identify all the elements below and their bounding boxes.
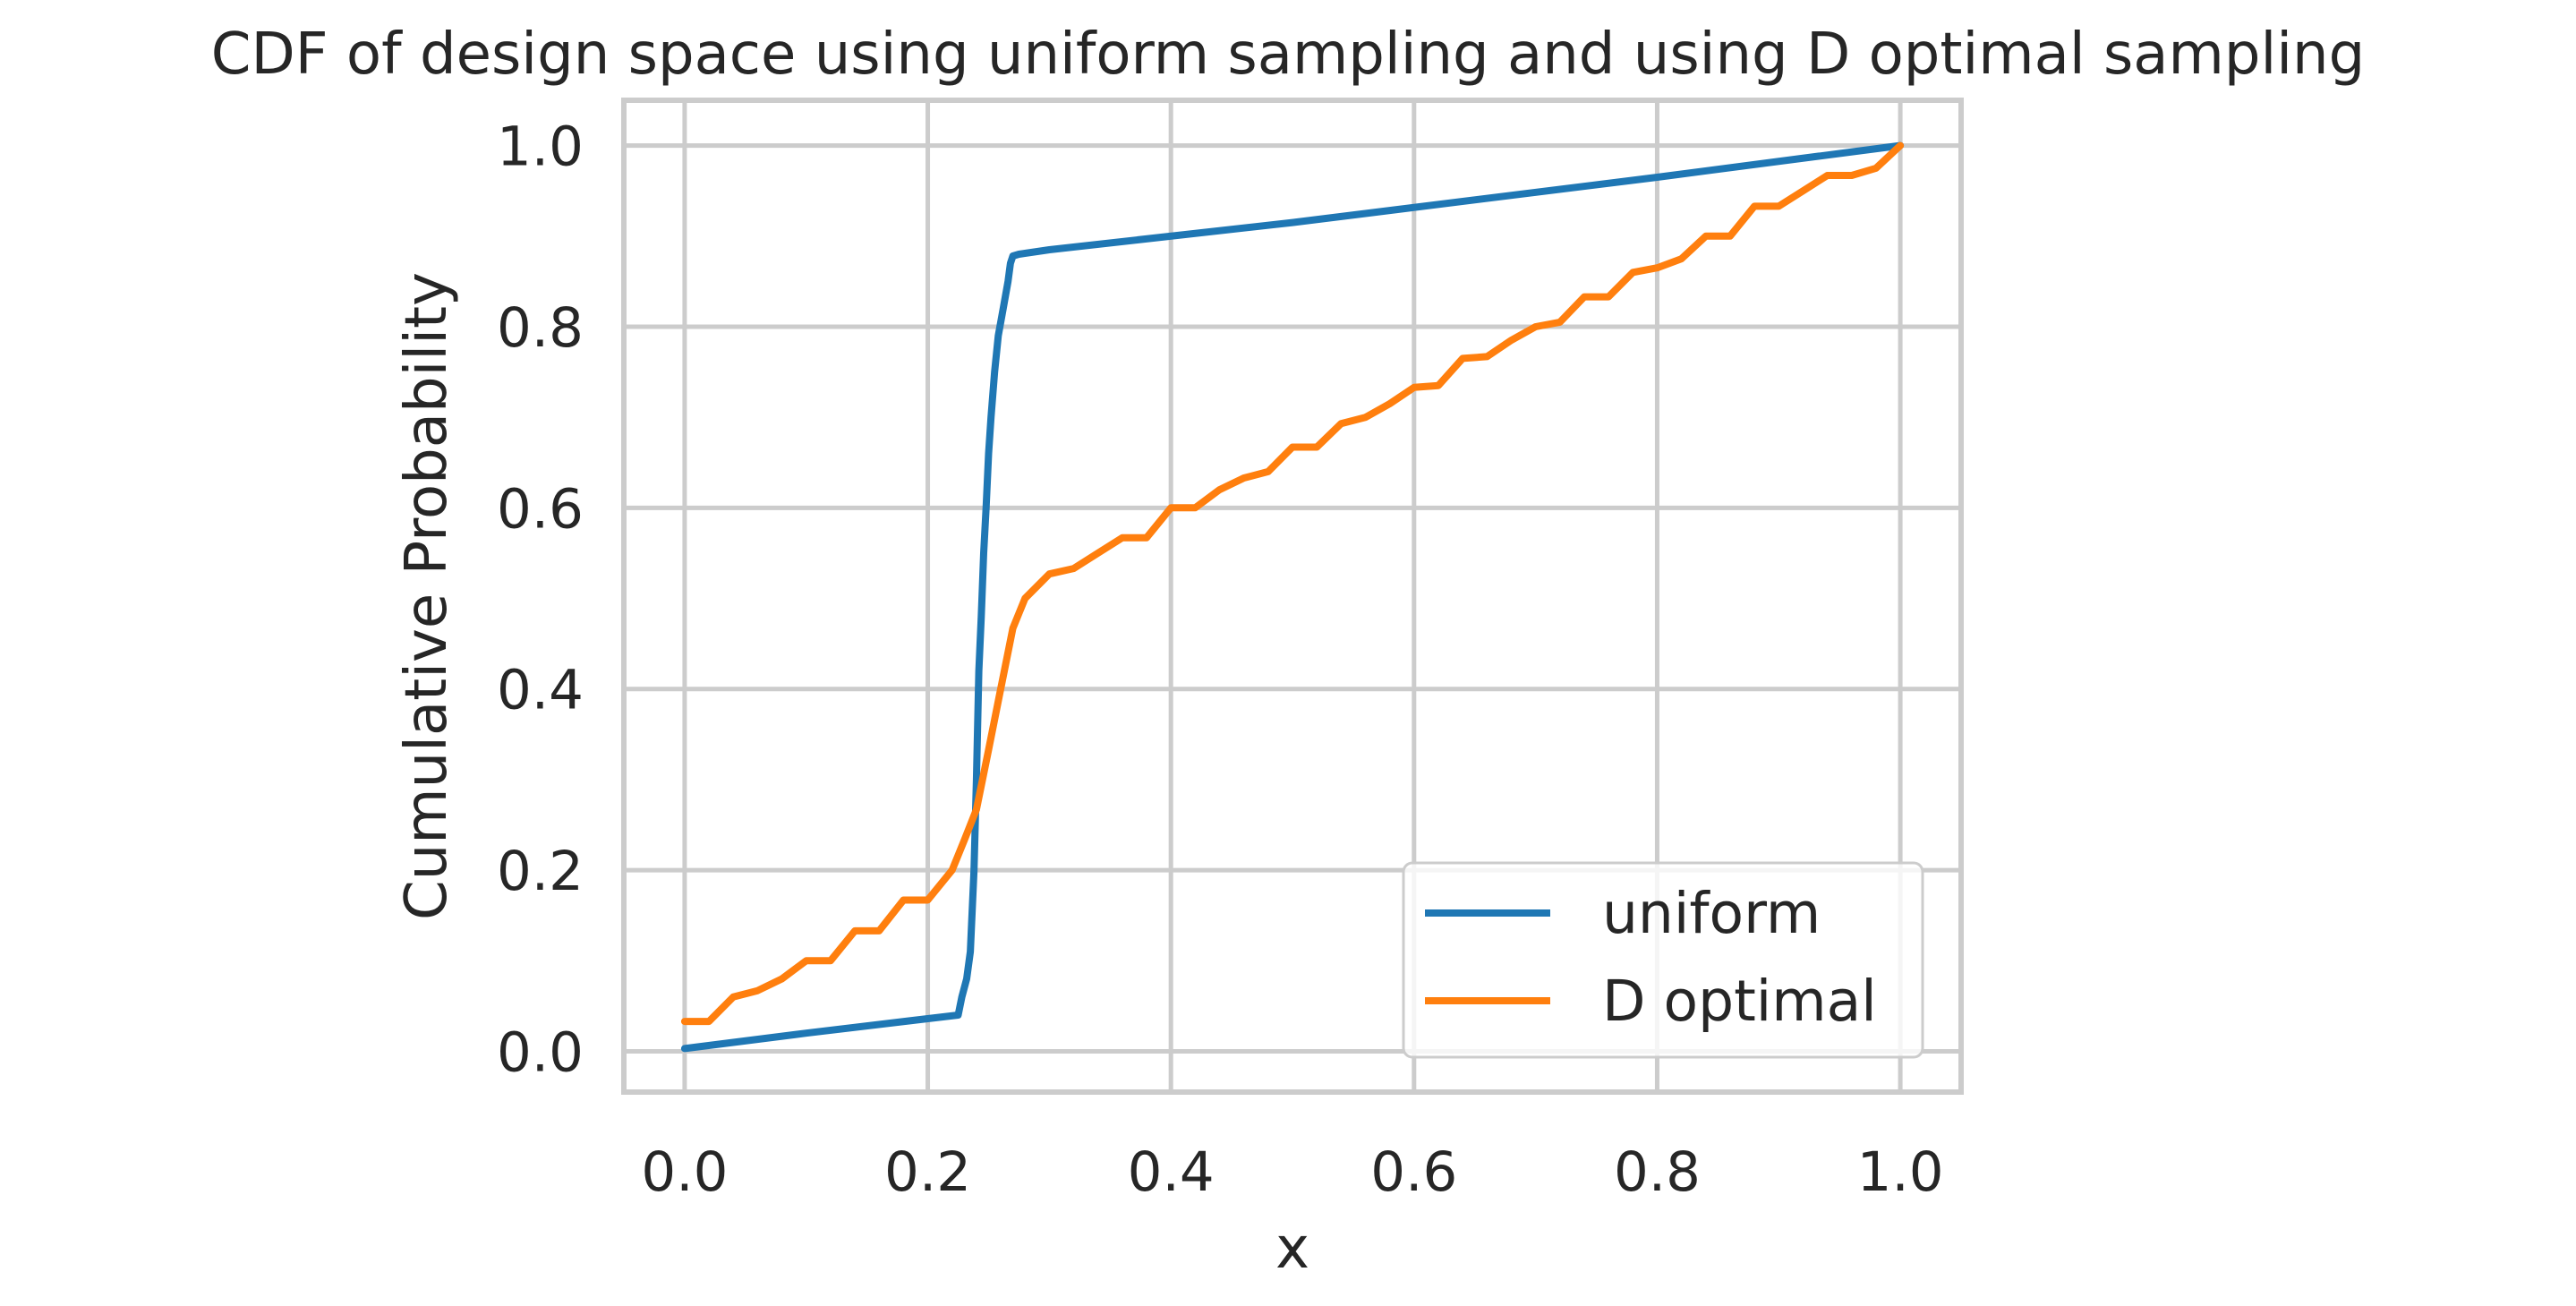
x-tick-label: 0.2 [884,1140,971,1204]
x-tick-label: 0.4 [1128,1140,1215,1204]
y-tick-label: 0.8 [497,296,584,360]
y-tick-label: 0.2 [497,840,584,903]
x-tick-label: 0.0 [641,1140,728,1204]
y-tick-label: 0.0 [497,1020,584,1084]
chart-title: CDF of design space using uniform sampli… [211,21,2365,88]
series-layer [680,141,1905,1053]
legend-label-uniform: uniform [1602,881,1821,946]
x-axis-label: x [1275,1216,1309,1282]
x-tick-label: 0.6 [1370,1140,1457,1204]
series-line-d-optimal [680,141,1905,1026]
y-tick-label: 0.6 [497,477,584,541]
x-axis-ticks: 0.0 0.2 0.4 0.6 0.8 1.0 [641,1140,1943,1204]
y-tick-label: 1.0 [497,115,584,179]
series-line-uniform [680,141,1905,1053]
y-tick-label: 0.4 [497,659,584,722]
x-tick-label: 1.0 [1857,1140,1944,1204]
x-tick-label: 0.8 [1614,1140,1701,1204]
y-axis-ticks: 0.0 0.2 0.4 0.6 0.8 1.0 [497,115,584,1085]
legend-label-d-optimal: D optimal [1602,969,1877,1034]
legend: uniform D optimal [1402,861,1924,1059]
y-axis-label: Cumulative Probability [394,272,460,920]
